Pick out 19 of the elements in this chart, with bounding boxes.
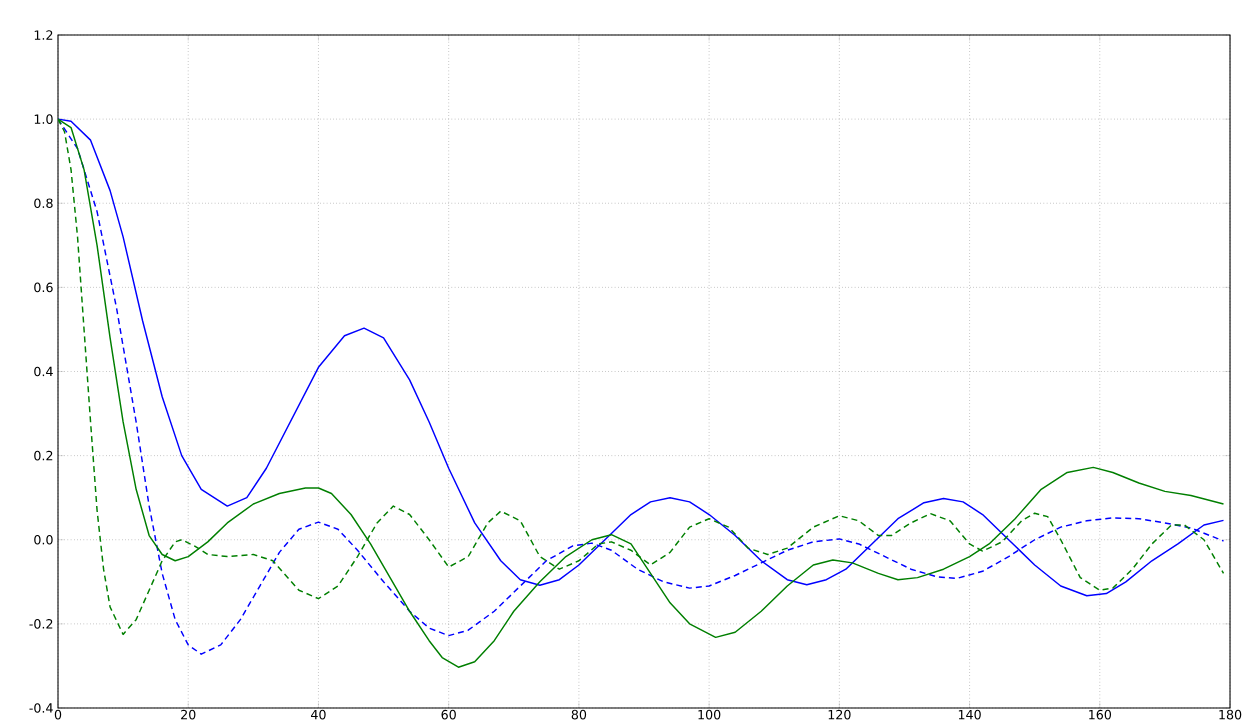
x-tick-label: 20 [181,710,196,720]
x-tick-label: 100 [698,710,721,720]
x-tick-label: 80 [571,710,587,720]
y-tick-label: 0.8 [34,198,53,209]
y-tick-label: 0.6 [34,282,53,293]
x-tick-label: 140 [958,710,981,720]
y-tick-label: 1.2 [34,30,53,40]
y-tick-label: 0.2 [34,451,53,461]
x-tick-label: 180 [1219,710,1242,720]
y-tick-label: 1.0 [34,114,53,125]
x-tick-label: 120 [828,710,851,720]
x-tick-label: 0 [54,710,62,720]
x-tick-label: 160 [1089,710,1112,720]
y-tick-label: 0.0 [34,535,53,545]
x-tick-label: 60 [441,710,456,720]
x-tick-label: 40 [311,710,326,720]
y-tick-label: 0.4 [34,366,53,377]
y-tick-label: -0.4 [29,703,53,713]
y-tick-label: -0.2 [29,619,53,629]
